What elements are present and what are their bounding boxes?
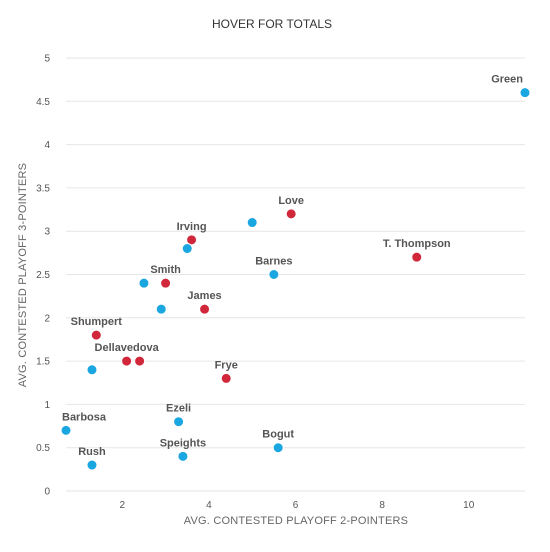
grid-lines [66, 57, 525, 492]
point-label: Smith [150, 264, 181, 276]
point-label: Bogut [262, 429, 294, 441]
scatter-point-irving[interactable] [186, 234, 198, 246]
point-label: Speights [160, 437, 206, 449]
x-tick-label: 6 [293, 500, 299, 511]
scatter-point-speights[interactable] [177, 450, 189, 462]
point-label: Barbosa [62, 411, 107, 423]
point-label: Frye [215, 359, 238, 371]
y-axis-label: AVG. CONTESTED PLAYOFF 3-POINTERS [17, 163, 29, 387]
x-axis-ticks: 2 4 6 8 10 [120, 500, 475, 511]
scatter-point-smith[interactable] [160, 277, 172, 289]
point-label: Love [278, 195, 304, 207]
y-tick-label: 3 [44, 227, 50, 238]
y-tick-label: 4.5 [36, 97, 50, 108]
y-tick-label: 2.5 [36, 270, 50, 281]
scatter-point-love[interactable] [285, 208, 297, 220]
point-label: Dellavedova [95, 342, 160, 354]
scatter-point-dellavedova[interactable] [121, 355, 133, 367]
x-tick-label: 8 [379, 500, 385, 511]
point-label: Barnes [255, 256, 292, 268]
scatter-point-james[interactable] [199, 303, 211, 315]
scatter-point[interactable] [155, 303, 167, 315]
scatter-point[interactable] [134, 355, 146, 367]
point-label: Irving [177, 221, 207, 233]
scatter-point[interactable] [86, 364, 98, 376]
scatter-point-t-thompson[interactable] [411, 251, 423, 263]
y-tick-label: 4 [44, 140, 50, 151]
scatter-point-bogut[interactable] [272, 442, 284, 454]
point-label: Shumpert [71, 316, 123, 328]
y-tick-label: 2 [44, 313, 50, 324]
scatter-point-barbosa[interactable] [60, 424, 72, 436]
scatter-point[interactable] [138, 277, 150, 289]
x-axis-label: AVG. CONTESTED PLAYOFF 2-POINTERS [184, 515, 408, 527]
scatter-point-green[interactable] [519, 87, 531, 99]
x-tick-label: 10 [463, 500, 475, 511]
x-tick-label: 2 [120, 500, 126, 511]
y-tick-label: 5 [44, 54, 50, 65]
y-axis-ticks: 0 0.5 1 1.5 2 2.5 3 3.5 4 4.5 5 [36, 54, 50, 498]
scatter-point-barnes[interactable] [268, 269, 280, 280]
y-tick-label: 0.5 [36, 443, 50, 454]
point-label: James [187, 290, 221, 302]
point-label: Ezeli [166, 403, 191, 415]
y-tick-label: 1.5 [36, 357, 50, 368]
chart-title: HOVER FOR TOTALS [212, 17, 332, 31]
x-tick-label: 4 [206, 500, 212, 511]
point-label: Rush [78, 446, 106, 458]
scatter-point-ezeli[interactable] [173, 416, 185, 428]
scatter-point-frye[interactable] [220, 372, 232, 384]
y-tick-label: 0 [44, 487, 50, 498]
point-label: Green [491, 74, 523, 86]
scatter-point-shumpert[interactable] [90, 329, 102, 341]
scatter-point-rush[interactable] [86, 459, 98, 471]
data-points [60, 87, 531, 471]
point-label: T. Thompson [383, 238, 451, 250]
y-tick-label: 3.5 [36, 183, 50, 194]
y-tick-label: 1 [44, 400, 50, 411]
point-labels: Green Love T. Thompson Irving Barnes Smith Jam… [62, 74, 523, 458]
scatter-point[interactable] [246, 217, 258, 229]
scatter-point[interactable] [181, 243, 193, 255]
